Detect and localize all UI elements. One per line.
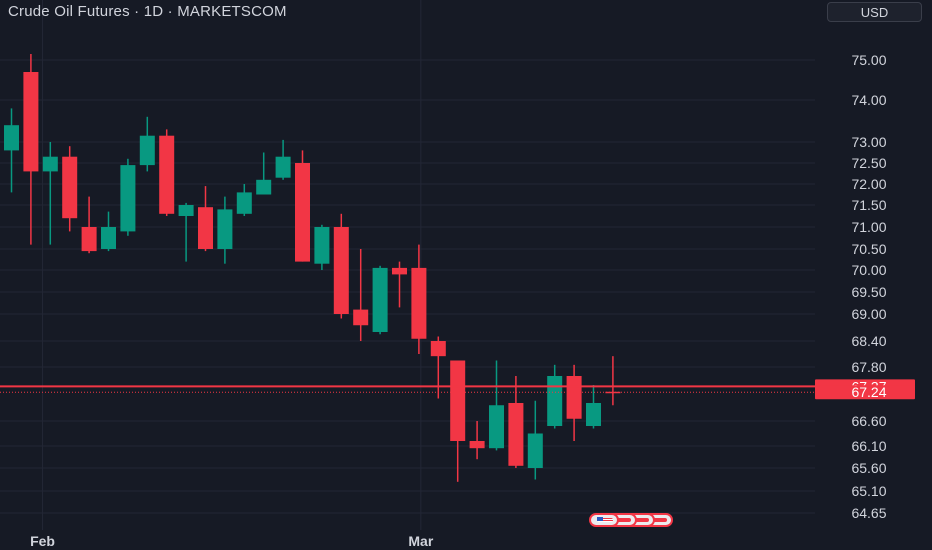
flag-icon[interactable] <box>589 513 619 527</box>
candle-body <box>217 209 233 249</box>
candle-body <box>275 156 291 178</box>
candle-body <box>392 267 407 275</box>
candle <box>159 129 175 216</box>
price-badge <box>815 385 915 400</box>
candle <box>4 108 19 193</box>
candle <box>256 152 272 195</box>
candle <box>605 356 621 406</box>
candle-body <box>4 125 19 151</box>
y-tick-label: 69.50 <box>851 284 886 300</box>
candle-body <box>527 433 543 468</box>
candle-body <box>547 376 563 426</box>
y-tick-label: 69.00 <box>851 306 886 322</box>
price-axis[interactable]: 75.00 74.00 73.00 72.50 72.00 71.50 71.00 70.50… <box>815 52 915 521</box>
candle-body <box>178 205 194 216</box>
candle <box>217 196 233 264</box>
y-tick-label: 75.00 <box>851 52 886 68</box>
candle <box>450 360 466 482</box>
candle <box>547 364 563 429</box>
y-tick-label: 66.60 <box>851 413 886 429</box>
time-axis[interactable]: Feb Mar <box>30 533 434 549</box>
economic-events[interactable] <box>589 513 699 529</box>
candle <box>586 385 601 429</box>
y-tick-label: 64.65 <box>851 505 886 521</box>
candle <box>62 146 78 232</box>
candle-body <box>139 135 155 166</box>
candle-body <box>81 227 97 252</box>
y-tick-label: 68.40 <box>851 333 886 349</box>
candle-body <box>295 163 310 262</box>
candle-body <box>566 376 582 419</box>
price-badge-label: 67.24 <box>851 384 886 400</box>
candle <box>372 265 388 335</box>
candle-body <box>353 309 369 326</box>
candle <box>508 376 524 468</box>
candle-body <box>314 227 330 264</box>
candle <box>314 224 330 270</box>
y-tick-label: 73.00 <box>851 134 886 150</box>
y-tick-label: 70.00 <box>851 262 886 278</box>
y-tick-label: 72.00 <box>851 176 886 192</box>
y-tick-label: 72.50 <box>851 155 886 171</box>
candle-body <box>23 72 39 172</box>
candle <box>566 364 582 441</box>
candle <box>178 202 194 262</box>
candle-body <box>101 227 116 249</box>
candle <box>120 158 136 236</box>
candle-body <box>430 341 446 357</box>
candle <box>295 150 310 262</box>
y-tick-label: 65.60 <box>851 460 886 476</box>
candle-body <box>586 403 601 426</box>
candle <box>353 249 369 341</box>
candle <box>101 211 116 252</box>
candle-body <box>489 405 504 449</box>
candle-body <box>256 179 272 195</box>
candle-body <box>42 156 58 172</box>
grid-lines <box>0 0 815 530</box>
x-tick-label: Mar <box>408 533 433 549</box>
x-tick-label: Feb <box>30 533 55 549</box>
candle <box>275 139 291 180</box>
y-tick-label: 67.80 <box>851 359 886 375</box>
candles <box>4 54 621 482</box>
candle-body <box>450 360 466 441</box>
candle <box>333 213 349 319</box>
candle-body <box>411 267 427 339</box>
candle <box>411 244 427 354</box>
candle <box>527 400 543 480</box>
price-lines <box>0 385 815 393</box>
candle-body <box>333 227 349 314</box>
y-tick-label: 66.10 <box>851 438 886 454</box>
currency-button[interactable]: USD <box>827 2 922 22</box>
candle <box>430 336 446 399</box>
y-tick-label: 74.00 <box>851 92 886 108</box>
candle <box>198 186 213 252</box>
candle <box>469 421 485 460</box>
candle-body <box>159 135 175 214</box>
candle <box>139 116 155 172</box>
candle <box>81 196 97 254</box>
candle-body <box>469 441 485 449</box>
candle-body <box>372 267 388 332</box>
candle-body <box>198 207 213 249</box>
candle <box>489 360 504 451</box>
candle-body <box>508 403 524 466</box>
candle <box>42 142 58 245</box>
candle-body <box>62 156 78 219</box>
y-tick-label: 71.50 <box>851 197 886 213</box>
y-tick-label: 70.50 <box>851 241 886 257</box>
y-tick-label: 71.00 <box>851 219 886 235</box>
chart-title: Crude Oil Futures · 1D · MARKETSCOM <box>8 3 287 20</box>
candle <box>236 184 252 216</box>
y-tick-label: 65.10 <box>851 483 886 499</box>
candle <box>23 54 39 245</box>
candle <box>392 261 407 308</box>
candle-body <box>120 165 136 232</box>
candle-body <box>236 192 252 214</box>
